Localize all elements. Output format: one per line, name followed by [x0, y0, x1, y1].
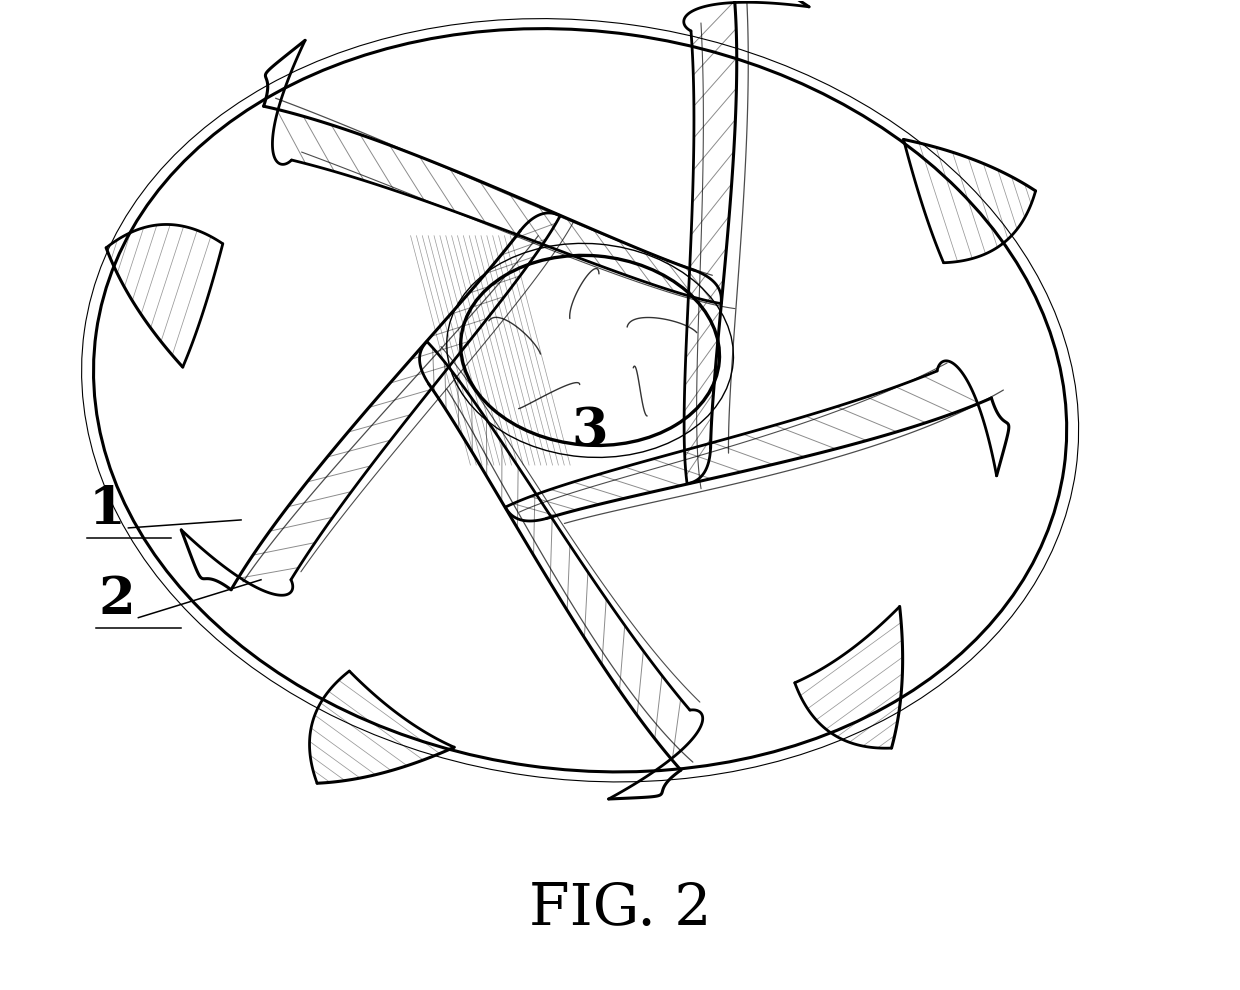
Text: FIG. 2: FIG. 2 [528, 881, 712, 937]
Text: 1: 1 [88, 484, 125, 536]
Text: 3: 3 [572, 405, 609, 455]
Text: 2: 2 [98, 574, 135, 626]
